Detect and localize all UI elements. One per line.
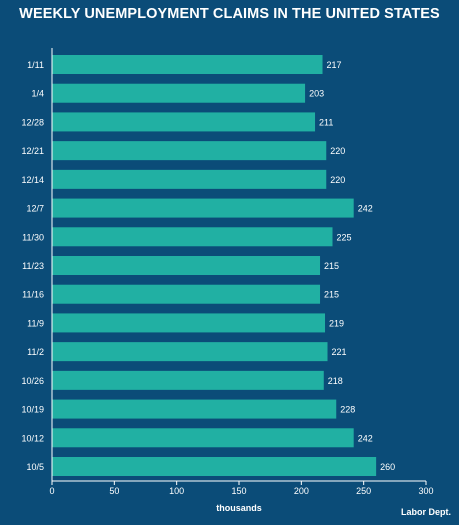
data-label: 219 bbox=[329, 318, 344, 328]
x-tick-label: 200 bbox=[294, 486, 309, 496]
data-label: 225 bbox=[337, 232, 352, 242]
bar bbox=[52, 399, 337, 419]
data-label: 215 bbox=[324, 261, 339, 271]
data-label: 220 bbox=[330, 146, 345, 156]
category-label: 11/16 bbox=[22, 290, 44, 300]
bar bbox=[52, 313, 326, 333]
category-label: 11/9 bbox=[27, 318, 44, 328]
x-tick-label: 100 bbox=[169, 486, 184, 496]
x-tick-label: 150 bbox=[231, 486, 246, 496]
category-label: 1/11 bbox=[27, 60, 44, 70]
data-label: 221 bbox=[332, 347, 347, 357]
bar bbox=[52, 112, 316, 132]
data-label: 228 bbox=[340, 405, 355, 415]
category-label: 12/21 bbox=[21, 146, 44, 156]
category-label: 10/19 bbox=[21, 405, 44, 415]
category-label: 10/12 bbox=[21, 433, 44, 443]
bar bbox=[52, 169, 327, 189]
data-label: 203 bbox=[309, 89, 324, 99]
data-label: 215 bbox=[324, 290, 339, 300]
x-tick-label: 50 bbox=[109, 486, 119, 496]
category-label: 11/30 bbox=[22, 232, 44, 242]
x-tick-label: 300 bbox=[418, 486, 433, 496]
x-tick-label: 250 bbox=[356, 486, 371, 496]
category-label: 11/2 bbox=[27, 347, 44, 357]
category-label: 12/14 bbox=[21, 175, 44, 185]
category-label: 11/23 bbox=[22, 261, 44, 271]
category-label: 10/26 bbox=[21, 376, 44, 386]
bar bbox=[52, 198, 354, 218]
data-label: 220 bbox=[330, 175, 345, 185]
data-label: 260 bbox=[380, 462, 395, 472]
x-axis-title: thousands bbox=[216, 503, 262, 513]
data-label: 217 bbox=[327, 60, 342, 70]
bar bbox=[52, 256, 321, 275]
bar bbox=[52, 342, 328, 362]
category-label: 1/4 bbox=[31, 89, 44, 99]
category-label: 12/7 bbox=[26, 204, 44, 214]
data-label: 218 bbox=[328, 376, 343, 386]
bar bbox=[52, 370, 324, 390]
data-label: 242 bbox=[358, 204, 373, 214]
category-label: 12/28 bbox=[21, 117, 44, 127]
source-label: Labor Dept. bbox=[400, 507, 451, 517]
bar bbox=[52, 227, 333, 247]
data-label: 242 bbox=[358, 433, 373, 443]
bar bbox=[52, 55, 323, 74]
bar bbox=[52, 284, 321, 304]
bar bbox=[52, 83, 306, 103]
data-label: 211 bbox=[319, 117, 333, 127]
chart-title: WEEKLY UNEMPLOYMENT CLAIMS IN THE UNITED… bbox=[19, 6, 440, 22]
x-tick-label: 0 bbox=[49, 486, 54, 496]
bar bbox=[52, 141, 327, 161]
bar bbox=[52, 457, 377, 476]
category-label: 10/5 bbox=[26, 462, 44, 472]
bar bbox=[52, 428, 354, 448]
